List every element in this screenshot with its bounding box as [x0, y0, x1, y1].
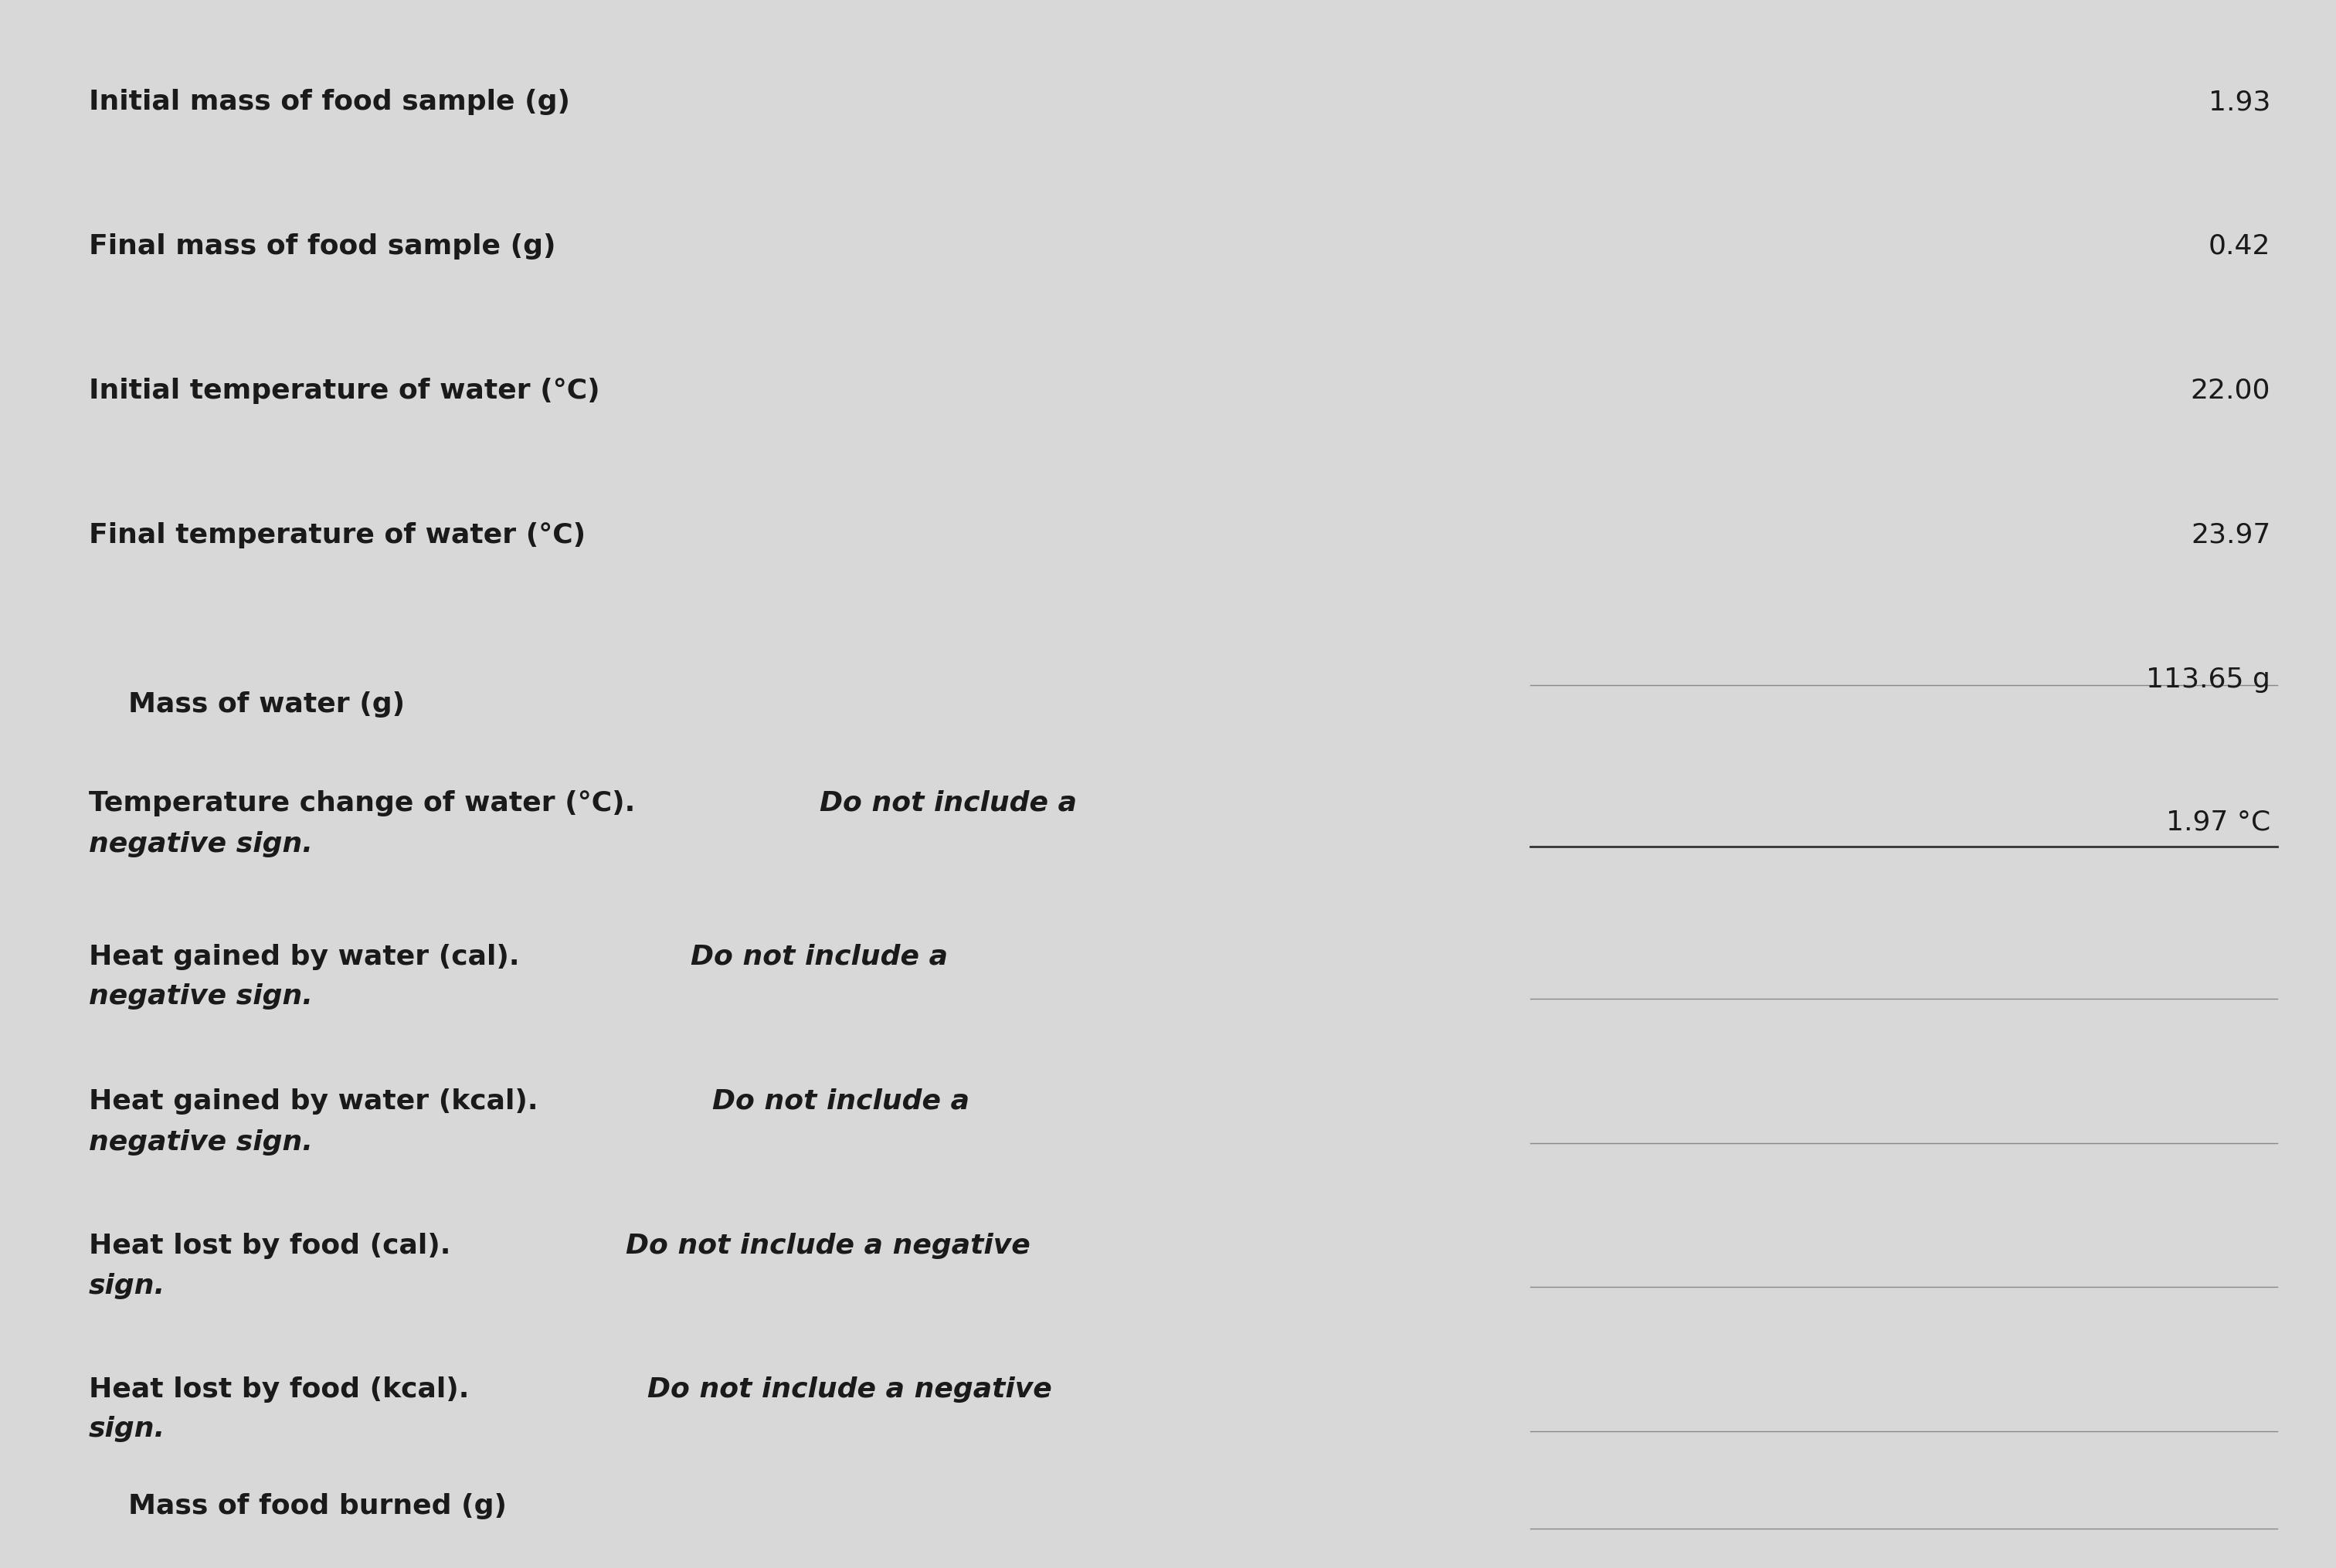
Text: Temperature change of water (°C).: Temperature change of water (°C). — [89, 790, 645, 815]
Text: Do not include a: Do not include a — [691, 944, 948, 969]
Text: Do not include a: Do not include a — [712, 1088, 969, 1113]
Text: sign.: sign. — [89, 1416, 166, 1441]
Text: Final temperature of water (°C): Final temperature of water (°C) — [89, 522, 586, 547]
Text: 1.97 °C: 1.97 °C — [2165, 809, 2271, 834]
Text: Mass of food burned (g): Mass of food burned (g) — [128, 1493, 507, 1518]
Text: Heat lost by food (kcal).: Heat lost by food (kcal). — [89, 1377, 479, 1402]
Text: 1.93: 1.93 — [2208, 89, 2271, 114]
Text: Do not include a: Do not include a — [820, 790, 1077, 815]
Text: Final mass of food sample (g): Final mass of food sample (g) — [89, 234, 556, 259]
Text: 23.97: 23.97 — [2191, 522, 2271, 547]
Text: 113.65 g: 113.65 g — [2147, 666, 2271, 693]
Text: Initial temperature of water (°C): Initial temperature of water (°C) — [89, 378, 600, 403]
Text: negative sign.: negative sign. — [89, 831, 313, 856]
Text: Do not include a negative: Do not include a negative — [647, 1377, 1051, 1402]
Text: sign.: sign. — [89, 1273, 166, 1298]
Text: Mass of water (g): Mass of water (g) — [128, 691, 404, 717]
Text: 0.42: 0.42 — [2208, 234, 2271, 259]
Text: 22.00: 22.00 — [2191, 378, 2271, 403]
Text: negative sign.: negative sign. — [89, 983, 313, 1008]
Text: Do not include a negative: Do not include a negative — [626, 1232, 1030, 1258]
Text: Initial mass of food sample (g): Initial mass of food sample (g) — [89, 89, 570, 114]
Text: Heat gained by water (cal).: Heat gained by water (cal). — [89, 944, 530, 969]
Text: negative sign.: negative sign. — [89, 1129, 313, 1154]
Text: Heat gained by water (kcal).: Heat gained by water (kcal). — [89, 1088, 547, 1113]
Text: Heat lost by food (cal).: Heat lost by food (cal). — [89, 1232, 460, 1258]
